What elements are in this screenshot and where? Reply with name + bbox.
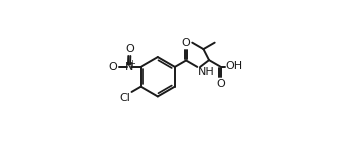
Text: O: O: [125, 44, 134, 54]
Text: NH: NH: [198, 67, 214, 77]
Text: O: O: [216, 79, 225, 89]
Text: Cl: Cl: [120, 93, 131, 103]
Text: O: O: [182, 38, 190, 48]
Text: +: +: [129, 59, 135, 68]
Text: OH: OH: [225, 61, 242, 71]
Text: O: O: [108, 62, 117, 72]
Text: N: N: [125, 62, 133, 72]
Text: -: -: [112, 66, 115, 75]
